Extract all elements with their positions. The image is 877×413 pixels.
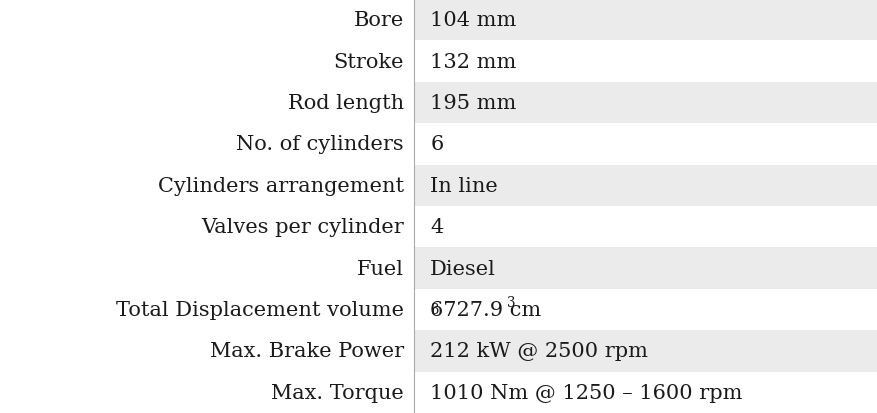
Text: 1010 Nm @ 1250 – 1600 rpm: 1010 Nm @ 1250 – 1600 rpm xyxy=(430,383,742,402)
Bar xyxy=(0,206,877,248)
Text: Max. Torque: Max. Torque xyxy=(271,383,403,402)
Text: Rod length: Rod length xyxy=(288,94,403,113)
Bar xyxy=(0,41,877,83)
Text: Max. Brake Power: Max. Brake Power xyxy=(210,342,403,361)
Bar xyxy=(0,289,877,330)
Bar xyxy=(0,372,414,413)
Text: 4: 4 xyxy=(430,218,443,237)
Text: Fuel: Fuel xyxy=(356,259,403,278)
Text: Stroke: Stroke xyxy=(333,52,403,71)
Text: 3: 3 xyxy=(507,295,515,309)
Text: 104 mm: 104 mm xyxy=(430,11,516,30)
Text: 3: 3 xyxy=(431,302,438,316)
Bar xyxy=(0,165,414,206)
Bar xyxy=(0,83,877,124)
Bar xyxy=(0,330,414,372)
Text: 6: 6 xyxy=(430,135,443,154)
Bar xyxy=(0,124,414,165)
Text: In line: In line xyxy=(430,176,497,195)
Bar xyxy=(0,124,877,165)
Text: 6727.9 cm: 6727.9 cm xyxy=(430,300,541,319)
Bar xyxy=(0,0,414,41)
Bar xyxy=(0,372,877,413)
Text: Bore: Bore xyxy=(353,11,403,30)
Bar xyxy=(0,0,877,41)
Text: No. of cylinders: No. of cylinders xyxy=(236,135,403,154)
Text: Total Displacement volume: Total Displacement volume xyxy=(116,300,403,319)
Bar xyxy=(0,206,414,248)
Bar xyxy=(0,41,414,83)
Bar xyxy=(0,330,877,372)
Bar xyxy=(0,248,877,289)
Text: 212 kW @ 2500 rpm: 212 kW @ 2500 rpm xyxy=(430,342,647,361)
Text: Valves per cylinder: Valves per cylinder xyxy=(201,218,403,237)
Text: Diesel: Diesel xyxy=(430,259,496,278)
Text: 132 mm: 132 mm xyxy=(430,52,516,71)
Text: 195 mm: 195 mm xyxy=(430,94,516,113)
Text: Cylinders arrangement: Cylinders arrangement xyxy=(158,176,403,195)
Bar xyxy=(0,289,414,330)
Bar xyxy=(0,83,414,124)
Bar xyxy=(0,165,877,206)
Bar xyxy=(0,248,414,289)
